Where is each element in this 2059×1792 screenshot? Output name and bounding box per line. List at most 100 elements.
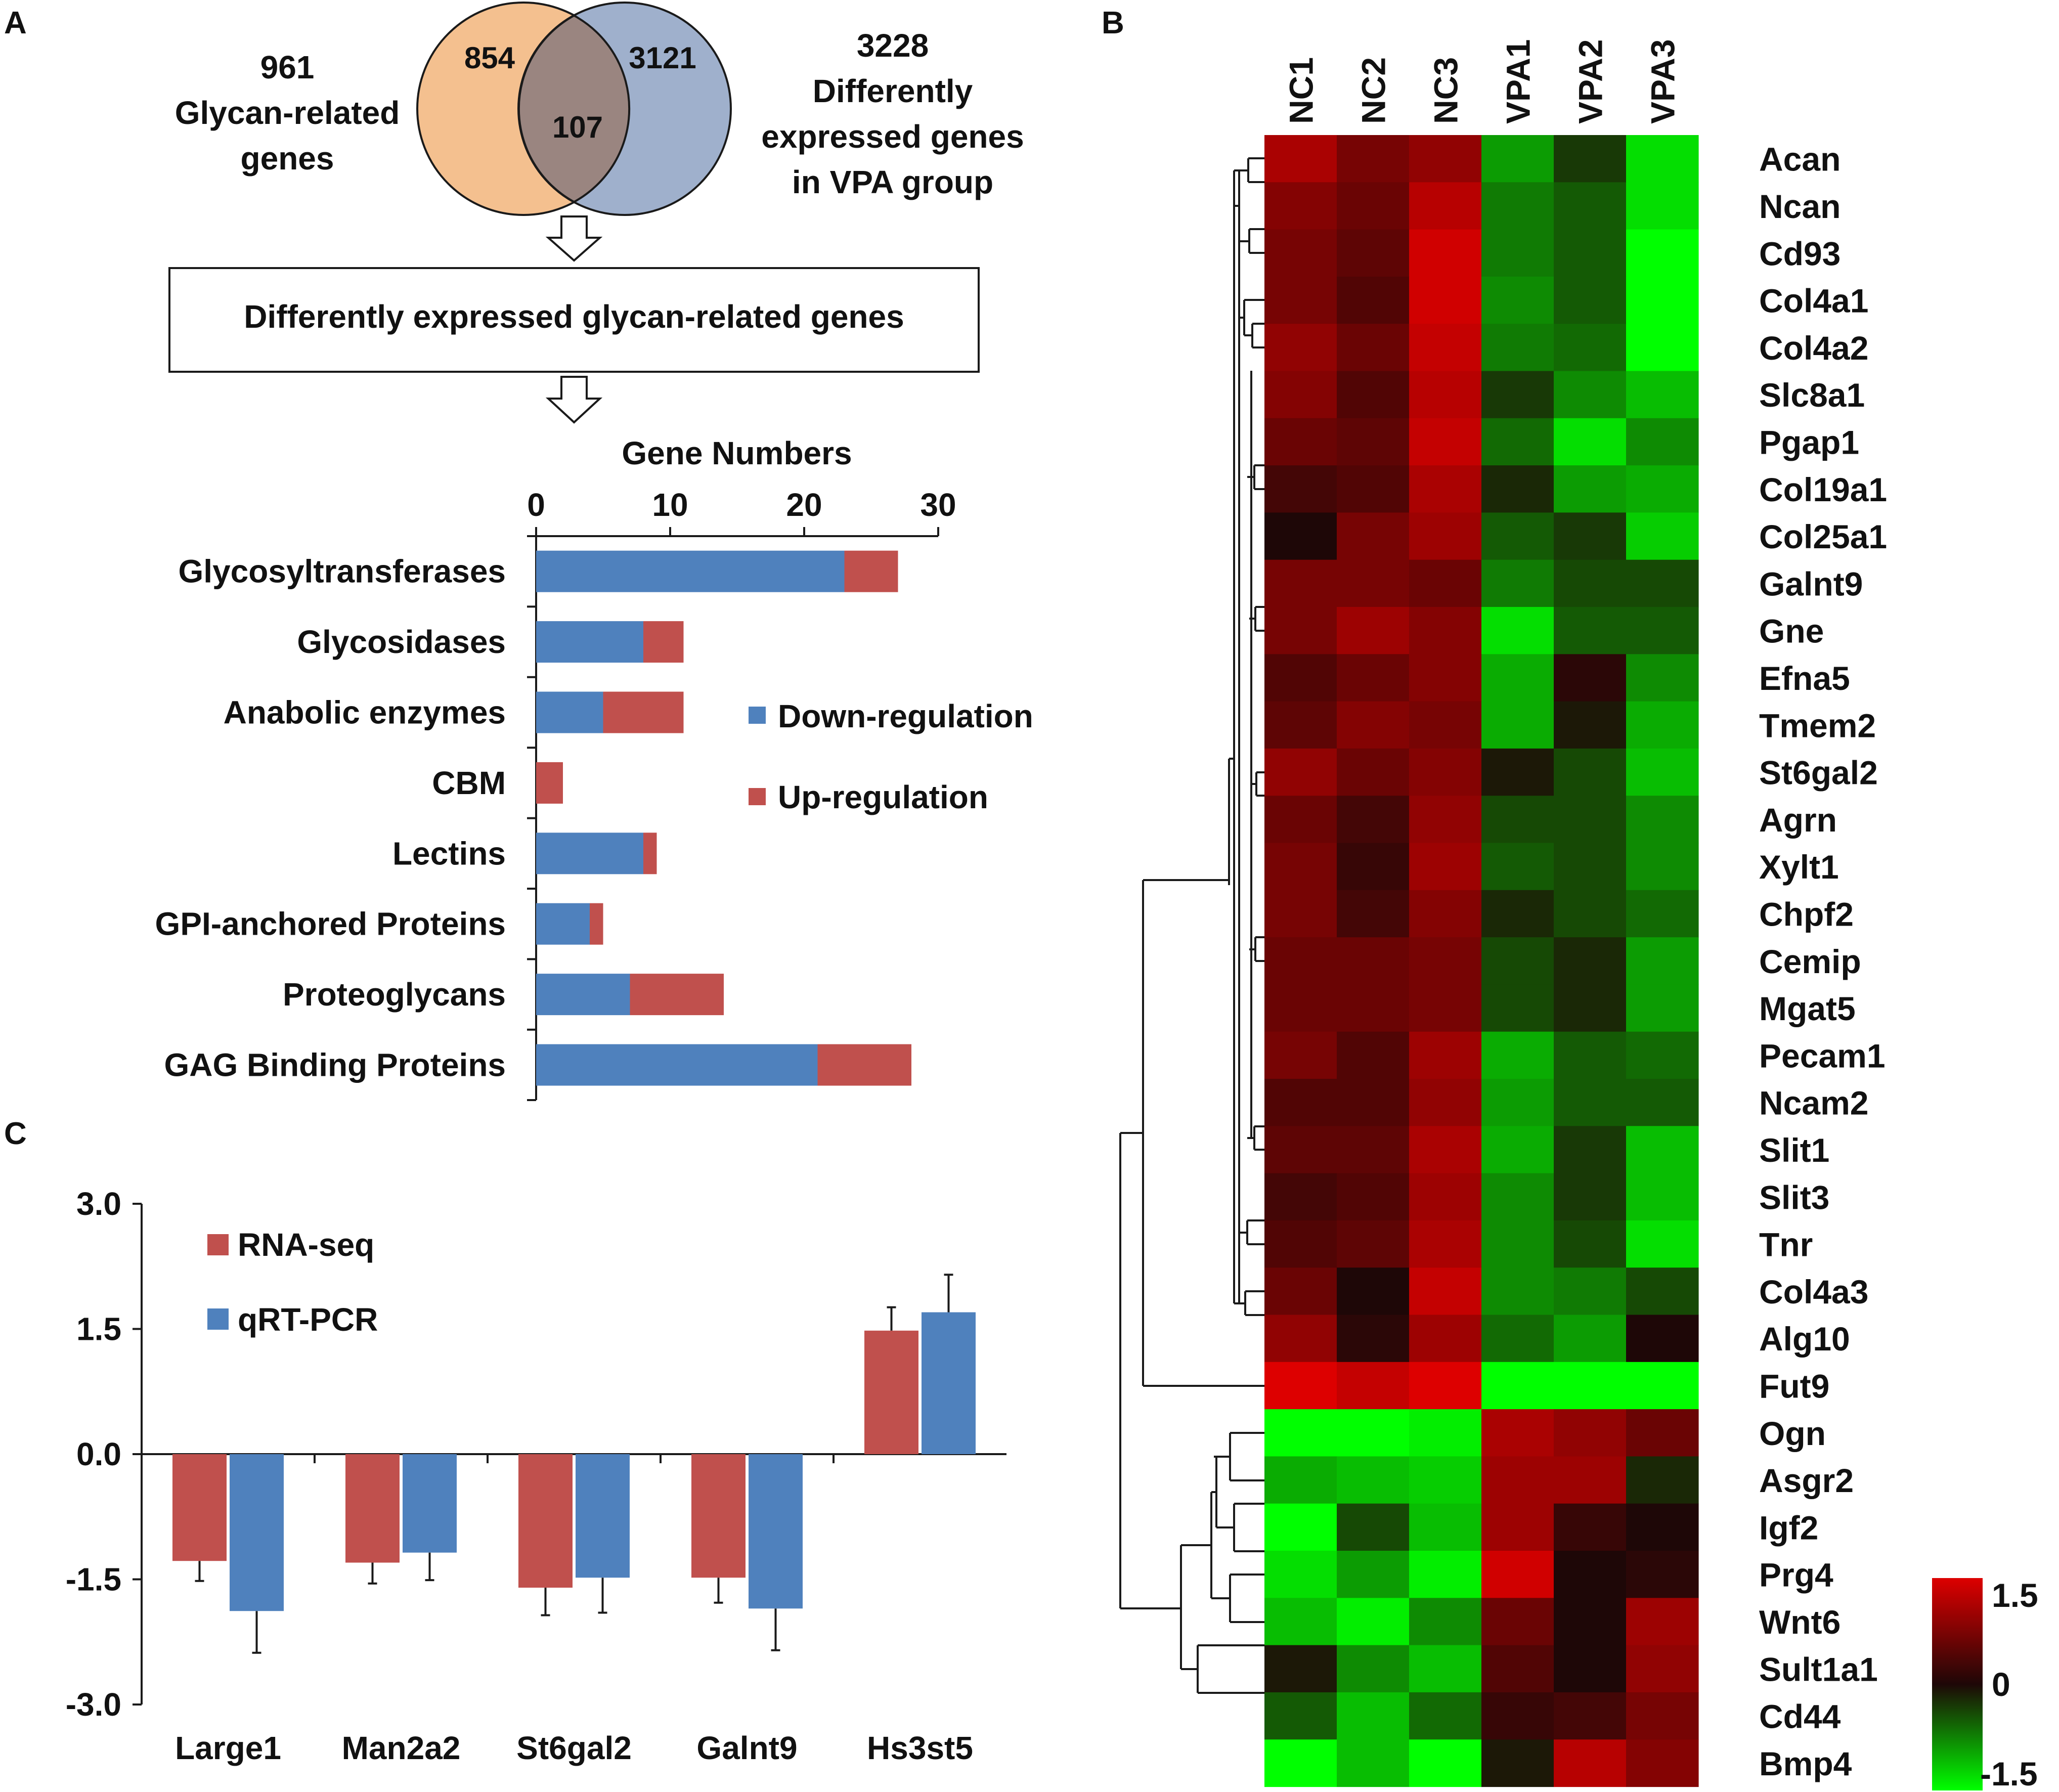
heatmap-cell [1337,465,1410,513]
heatmap-cell [1481,1079,1554,1126]
heatmap-cell [1554,1220,1627,1268]
heatmap-cell [1337,1173,1410,1221]
legend-label-down: Down-regulation [778,698,1033,734]
heatmap-cell [1409,1079,1482,1126]
dendrogram-branch [1181,1492,1214,1599]
heatmap-cell [1481,1551,1554,1598]
heatmap-cell [1409,1409,1482,1457]
heatmap-cell [1554,1739,1627,1787]
heatmap-cell [1554,1362,1627,1410]
heatmap-cell [1264,1598,1337,1646]
colorbar-gradient [1932,1578,1983,1790]
heatmap-cell [1626,182,1699,230]
chart-c-y-tick-label: -1.5 [66,1561,121,1598]
heatmap-cell [1554,654,1627,702]
heatmap-cell [1626,512,1699,560]
heatmap-cell [1409,937,1482,985]
heatmap-cell [1481,229,1554,277]
heatmap-cell [1409,418,1482,466]
heatmap-cell [1481,1173,1554,1221]
heatmap-row-label: Igf2 [1759,1509,1818,1546]
heatmap-row-label: Wnt6 [1759,1603,1841,1641]
heatmap-row-label: Col19a1 [1759,471,1887,508]
heatmap-cell [1409,1031,1482,1079]
bar-qrt-pcr [230,1454,284,1611]
heatmap-cell [1264,890,1337,938]
heatmap-cell [1337,1551,1410,1598]
bar-up-regulation [536,762,563,804]
bar-rna-seq [172,1454,227,1561]
dendrogram-branch [1143,759,1230,885]
chart-c-category-label: Man2a2 [342,1730,461,1766]
heatmap-cell [1264,135,1337,183]
heatmap-row-label: Slit1 [1759,1131,1829,1169]
heatmap-cell [1409,748,1482,796]
venn-right-label-3: expressed genes [761,118,1024,155]
summary-box-text: Differently expressed glycan-related gen… [244,298,904,335]
heatmap-cell [1337,1503,1410,1551]
dendrogram-branch [1120,1545,1182,1669]
heatmap-cell [1481,135,1554,183]
heatmap-cell [1554,748,1627,796]
bar-qrt-pcr [749,1454,803,1609]
heatmap-cell [1264,1173,1337,1221]
heatmap-row-label: Tnr [1759,1226,1813,1263]
heatmap-cell [1626,1267,1699,1316]
bar-rna-seq [518,1454,573,1588]
heatmap-row-label: Ncam2 [1759,1084,1868,1122]
heatmap-cell [1409,1220,1482,1268]
panel-label-c: C [4,1116,27,1151]
chart-c-category-label: Hs3st5 [867,1730,973,1766]
chart-c-category-label: St6gal2 [516,1730,632,1766]
heatmap-cell [1264,1645,1337,1693]
heatmap-cell [1481,1315,1554,1363]
heatmap-cell [1481,371,1554,419]
heatmap-cell [1481,984,1554,1032]
heatmap-cell [1554,843,1627,891]
heatmap-cell [1626,1126,1699,1174]
heatmap-cell [1626,701,1699,749]
chart-a-category-label: Proteoglycans [283,976,506,1013]
venn-overlap-count: 107 [552,110,603,144]
dendrogram-branch [1214,1432,1264,1481]
heatmap-cell [1337,276,1410,324]
dendrogram-branch [1247,464,1264,490]
dendrogram-branch [1234,1290,1264,1316]
chart-c-legend: RNA-seq qRT-PCR [207,1227,378,1338]
heatmap-cell [1337,607,1410,654]
heatmap-cell [1481,607,1554,654]
heatmap-cell [1554,512,1627,560]
heatmap-cell [1409,1173,1482,1221]
venn-left-label-2: Glycan-related [175,95,400,131]
heatmap-cell [1337,371,1410,419]
bar-down-regulation [536,550,845,592]
heatmap-cell [1626,984,1699,1032]
heatmap-cell [1554,1409,1627,1457]
heatmap-cell [1409,1692,1482,1740]
heatmap-cells [1264,135,1699,1787]
heatmap-cell [1409,182,1482,230]
venn-left-label-1: 961 [260,49,315,85]
bar-qrt-pcr [403,1454,457,1553]
dendrogram-branch [1249,606,1264,632]
heatmap-cell [1409,276,1482,324]
heatmap-cell [1337,890,1410,938]
panel-label-a: A [4,6,27,40]
heatmap-cell [1337,1598,1410,1646]
heatmap-cell [1626,324,1699,372]
heatmap-cell [1554,229,1627,277]
heatmap-cell [1264,701,1337,749]
heatmap-cell [1264,748,1337,796]
heatmap-cell [1481,1220,1554,1268]
venn-right-label-4: in VPA group [792,164,993,200]
heatmap-cell [1264,465,1337,513]
bar-rna-seq [345,1454,400,1563]
heatmap-column-label: VPA2 [1572,39,1609,124]
heatmap-cell [1409,843,1482,891]
heatmap-cell [1481,512,1554,560]
chart-a-category-labels: Glycosyltransferases Glycosidases Anabolic… [155,553,506,1083]
heatmap-cell [1409,654,1482,702]
dendrogram-branch [1247,1125,1264,1151]
heatmap-cell [1554,418,1627,466]
